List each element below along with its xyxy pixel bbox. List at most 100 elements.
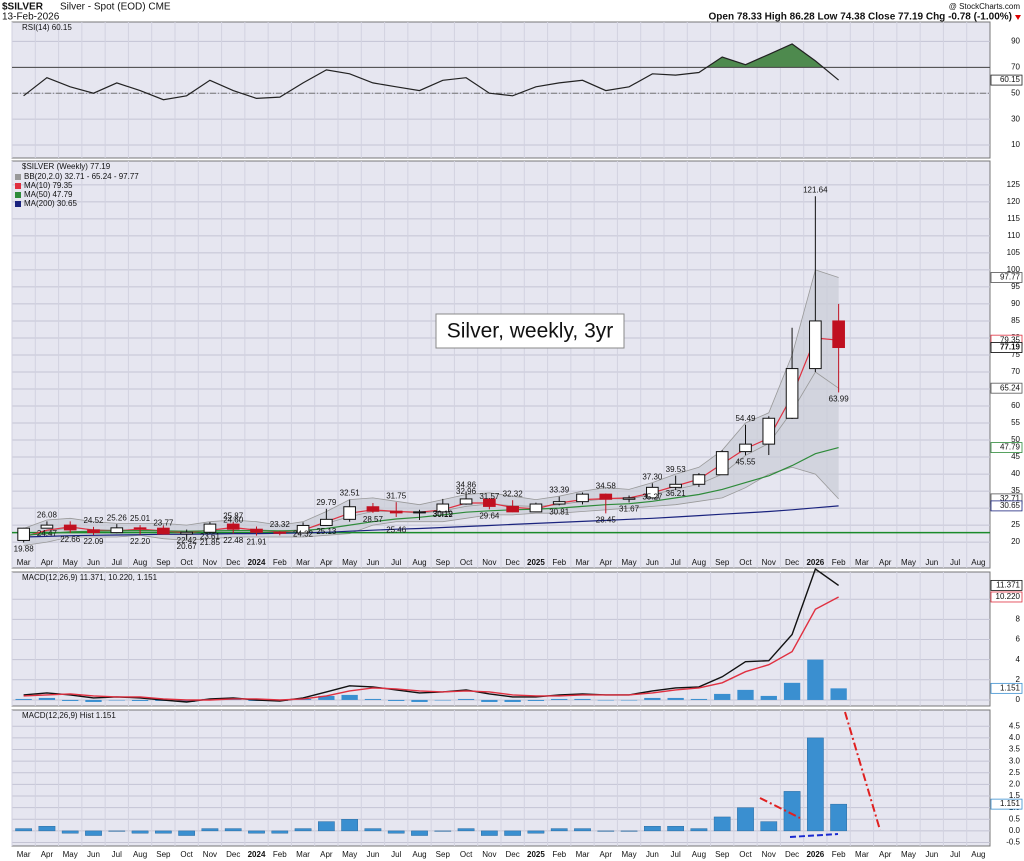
y-tick-label: 0.0 [1009, 826, 1021, 835]
x-tick-label: Feb [832, 850, 846, 859]
candle-body [576, 493, 589, 503]
macd-hist-bar [364, 698, 382, 700]
macd-hist-bar [108, 699, 125, 701]
x-tick-label: Mar [17, 558, 31, 567]
macd-hist-bar [760, 695, 777, 700]
x-tick-label: Apr [41, 558, 54, 567]
x-tick-label: Aug [971, 558, 985, 567]
bollinger-lower [23, 466, 839, 546]
price-label: 24.47 [37, 529, 58, 538]
y-tick-label: 8 [1016, 614, 1021, 623]
x-tick-label: 2024 [248, 558, 266, 567]
x-tick-label: Dec [506, 850, 520, 859]
price-label: 35.27 [642, 492, 663, 501]
candle-body [715, 451, 729, 476]
macd-hist-bar [644, 697, 661, 700]
macd-hist-bar [411, 699, 428, 702]
candle-body [599, 493, 613, 500]
x-tick-label: Aug [971, 850, 985, 859]
hist-bar [644, 826, 661, 832]
hist-bar [713, 816, 731, 832]
y-tick-label: 120 [1007, 197, 1021, 206]
hist-bar [434, 830, 452, 832]
annotation: Silver, weekly, 3yr [447, 320, 614, 343]
price-label: 31.57 [479, 492, 500, 501]
x-tick-label: 2026 [806, 558, 824, 567]
x-tick-label: Sep [436, 850, 451, 859]
x-tick-label: Feb [273, 558, 287, 567]
y-tick-label: 55 [1011, 418, 1020, 427]
macd-hist-bar [504, 699, 521, 702]
x-tick-label: 2026 [806, 850, 824, 859]
macd-hist-bar [574, 698, 591, 700]
price-label: 121.64 [803, 185, 828, 194]
y-tick-label: 125 [1007, 180, 1021, 189]
macd-hist-bar [38, 697, 56, 700]
x-tick-label: Aug [133, 850, 147, 859]
value-tag: 32.71 [1000, 494, 1021, 503]
y-tick-label: 3.0 [1009, 756, 1021, 765]
candle-body [552, 501, 566, 505]
x-tick-label: May [901, 558, 916, 567]
y-tick-label: 85 [1011, 316, 1020, 325]
macd-hist-bar [318, 695, 335, 700]
x-tick-label: Sep [436, 558, 451, 567]
value-tag: 1.151 [1000, 683, 1021, 692]
legend-entry: MA(50) 47.79 [24, 190, 73, 199]
x-tick-label: Jul [950, 850, 960, 859]
price-label: 24.60 [223, 516, 244, 525]
y-tick-label: 105 [1007, 248, 1021, 257]
macd-hist-bar [667, 697, 684, 700]
y-tick-label: 100 [1007, 265, 1021, 274]
price-label: 25.26 [107, 513, 128, 522]
hist-bar [224, 828, 242, 832]
x-tick-label: 2025 [527, 558, 545, 567]
x-tick-label: Mar [855, 850, 869, 859]
price-label: 28.57 [363, 515, 384, 524]
x-tick-label: Sep [715, 850, 730, 859]
macd-hist-bar [690, 698, 708, 700]
x-tick-label: Nov [762, 558, 776, 567]
y-tick-label: 3.5 [1009, 745, 1021, 754]
quote: Open 78.33 High 86.28 Low 74.38 Close 77… [709, 12, 1012, 23]
bollinger-upper [23, 269, 839, 529]
legend-entry: MA(200) 30.65 [24, 199, 77, 208]
y-tick-label: 45 [1011, 452, 1020, 461]
price-label: 30.19 [433, 510, 454, 519]
value-tag-bg [990, 382, 1023, 394]
y-tick-label: 75 [1011, 350, 1020, 359]
x-tick-label: Jun [925, 850, 938, 859]
x-tick-label: Oct [460, 558, 473, 567]
x-tick-label: May [342, 558, 357, 567]
hist-bar [318, 821, 335, 832]
candle-body [63, 524, 77, 531]
value-tag: 60.15 [1000, 75, 1021, 84]
x-tick-label: Mar [855, 558, 869, 567]
candle-body [622, 497, 636, 500]
x-tick-label: Jun [87, 558, 100, 567]
x-tick-label: Jul [671, 558, 681, 567]
x-tick-label: Aug [133, 558, 147, 567]
value-tag-bg [990, 591, 1023, 603]
candle-body [459, 498, 473, 505]
macd-hist-bar [62, 699, 79, 701]
price-label: 23.61 [200, 532, 221, 541]
value-tag: 77.19 [1000, 343, 1021, 352]
macd-line [23, 596, 839, 701]
x-tick-label: Jul [950, 558, 960, 567]
candle-body [809, 320, 822, 370]
hist-bar [411, 830, 428, 836]
price-label: 19.88 [14, 545, 35, 554]
x-tick-label: Jun [366, 558, 379, 567]
x-tick-label: Feb [552, 850, 566, 859]
price-label: 30.81 [549, 507, 570, 516]
macd-hist-bar [85, 699, 102, 702]
macd-hist-bar [527, 699, 545, 701]
price-label: 23.32 [270, 520, 291, 529]
y-tick-label: 115 [1007, 214, 1020, 223]
trend-annotation [789, 833, 839, 838]
value-tag: 10.220 [996, 592, 1021, 601]
x-tick-label: Oct [460, 850, 473, 859]
macd-hist-bar [551, 698, 568, 700]
